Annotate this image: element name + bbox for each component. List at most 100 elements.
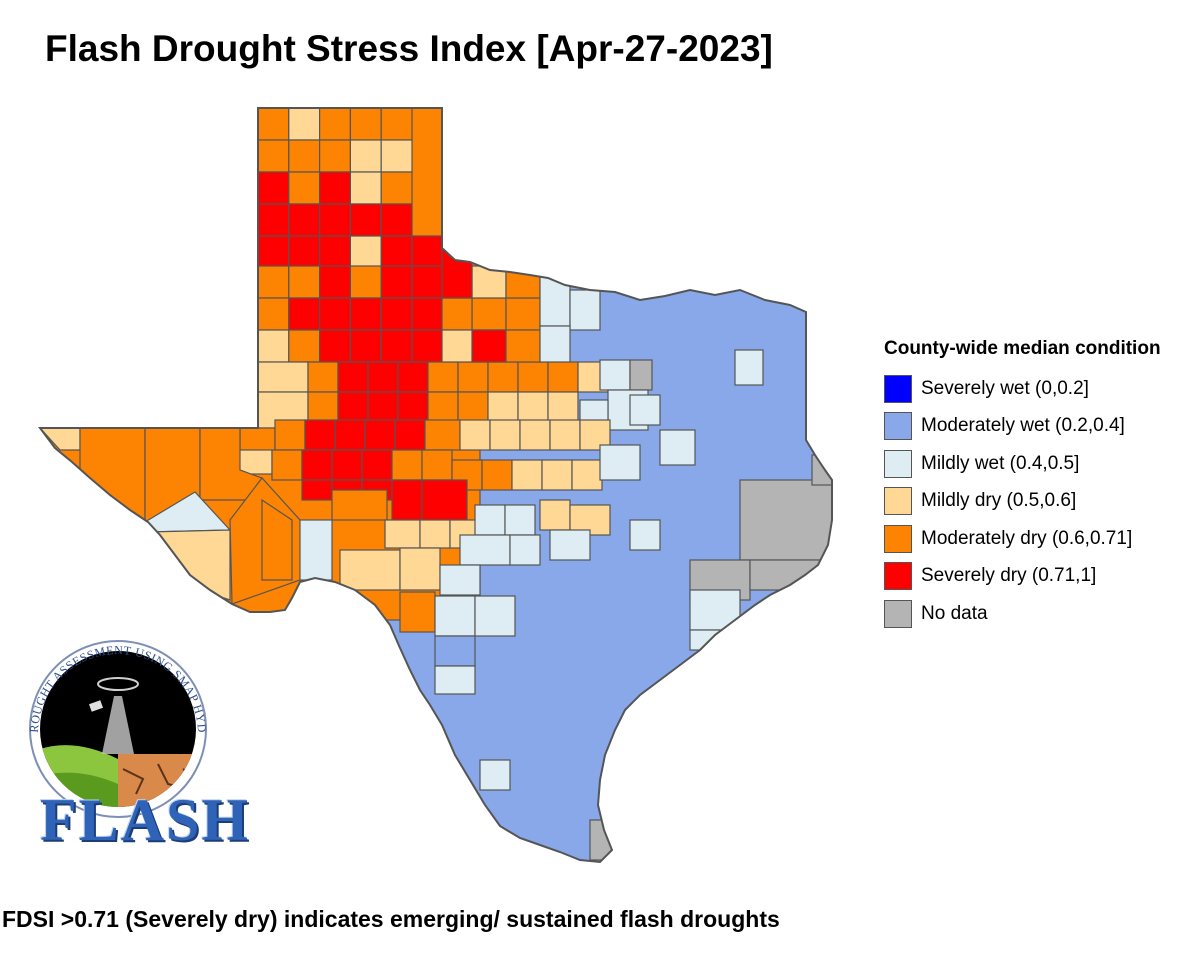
county-cell — [421, 449, 453, 481]
county-cell — [364, 419, 396, 451]
county-cell — [257, 108, 290, 141]
county-cell — [739, 479, 832, 561]
county-cell — [380, 139, 413, 173]
legend-item-moderately-wet: Moderately wet (0.2,0.4] — [884, 408, 1194, 446]
county-cell — [384, 519, 421, 549]
county-cell — [474, 504, 506, 536]
legend-label: Mildly dry (0.5,0.6] — [921, 490, 1077, 512]
county-cell — [424, 419, 461, 451]
county-cell — [380, 265, 413, 299]
legend-swatch — [884, 487, 912, 516]
county-cell — [629, 519, 661, 551]
county-cell — [471, 297, 507, 331]
county-cell — [349, 139, 382, 173]
county-cell — [257, 361, 309, 393]
county-cell — [457, 361, 489, 393]
county-cell — [421, 479, 468, 521]
county-cell — [288, 329, 321, 363]
county-cell — [504, 504, 536, 536]
county-cell — [337, 361, 369, 393]
county-cell — [411, 297, 444, 331]
county-cell — [541, 459, 573, 491]
county-cell — [319, 329, 352, 363]
county-cell — [380, 171, 413, 205]
legend-label: Severely wet (0,0.2] — [921, 377, 1089, 399]
county-cell — [349, 297, 382, 331]
county-cell — [487, 361, 519, 393]
county-cell — [349, 329, 382, 363]
county-cell — [380, 108, 413, 141]
county-cell — [411, 265, 444, 299]
county-cell — [339, 549, 401, 591]
county-cell — [539, 275, 571, 327]
county-cell — [434, 635, 476, 667]
county-cell — [439, 564, 481, 596]
county-cell — [599, 359, 631, 391]
legend-label: No data — [921, 602, 988, 624]
flash-logo: FLASH DROUGHT ASSESSMENT USING SMAP HYDR… — [13, 623, 248, 853]
county-cell — [505, 265, 541, 299]
county-cell — [288, 108, 321, 141]
county-cell — [257, 139, 290, 173]
county-cell — [517, 361, 549, 393]
legend-swatch — [884, 599, 912, 628]
county-cell — [689, 629, 721, 651]
legend-swatch — [884, 412, 912, 441]
county-cell — [547, 361, 579, 393]
county-cell — [481, 459, 513, 491]
county-cell — [419, 519, 451, 549]
county-cell — [441, 329, 473, 363]
county-cell — [367, 361, 399, 393]
county-cell — [459, 419, 491, 451]
legend-label: Severely dry (0.71,1] — [921, 565, 1097, 587]
logo-wordmark: FLASH — [40, 787, 251, 853]
county-cell — [391, 449, 423, 481]
county-cell — [331, 489, 388, 521]
county-cell — [361, 449, 393, 481]
county-cell — [441, 247, 473, 299]
county-cell — [40, 427, 81, 451]
county-cell — [257, 171, 290, 205]
county-cell — [411, 329, 444, 363]
county-cell — [319, 108, 352, 141]
county-cell — [301, 479, 333, 501]
map-title: Flash Drought Stress Index [Apr-27-2023] — [45, 28, 773, 69]
county-cell — [79, 427, 146, 524]
county-cell — [511, 459, 543, 491]
legend-swatch — [884, 374, 912, 403]
legend-item-mildly-dry: Mildly dry (0.5,0.6] — [884, 483, 1194, 521]
county-cell — [380, 235, 413, 269]
county-cell — [288, 265, 321, 299]
county-cell — [459, 534, 511, 566]
county-cell — [288, 297, 321, 331]
county-cell — [331, 449, 363, 481]
county-cell — [319, 297, 352, 331]
county-cell — [399, 547, 441, 591]
county-cell — [689, 589, 741, 631]
county-cell — [427, 361, 459, 393]
legend-swatch — [884, 524, 912, 553]
county-cell — [146, 529, 231, 601]
county-cell — [571, 459, 603, 491]
county-cell — [539, 499, 571, 531]
county-cell — [399, 591, 436, 633]
legend-swatch — [884, 562, 912, 591]
county-cell — [569, 289, 601, 331]
legend-label: Moderately dry (0.6,0.71] — [921, 527, 1133, 549]
county-cell — [441, 297, 473, 331]
county-cell — [474, 595, 516, 637]
county-cell — [549, 419, 581, 451]
county-cell — [349, 235, 382, 269]
legend-swatch — [884, 449, 912, 478]
county-cell — [288, 235, 321, 269]
county-cell — [479, 759, 511, 791]
county-cell — [629, 394, 661, 426]
legend-item-moderately-dry: Moderately dry (0.6,0.71] — [884, 520, 1194, 558]
county-cell — [319, 203, 352, 237]
county-cell — [539, 325, 571, 363]
county-cell — [489, 419, 521, 451]
legend-item-mildly-wet: Mildly wet (0.4,0.5] — [884, 445, 1194, 483]
footnote: FDSI >0.71 (Severely dry) indicates emer… — [2, 906, 780, 932]
county-cell — [319, 265, 352, 299]
legend: County-wide median condition Severely we… — [884, 338, 1194, 633]
